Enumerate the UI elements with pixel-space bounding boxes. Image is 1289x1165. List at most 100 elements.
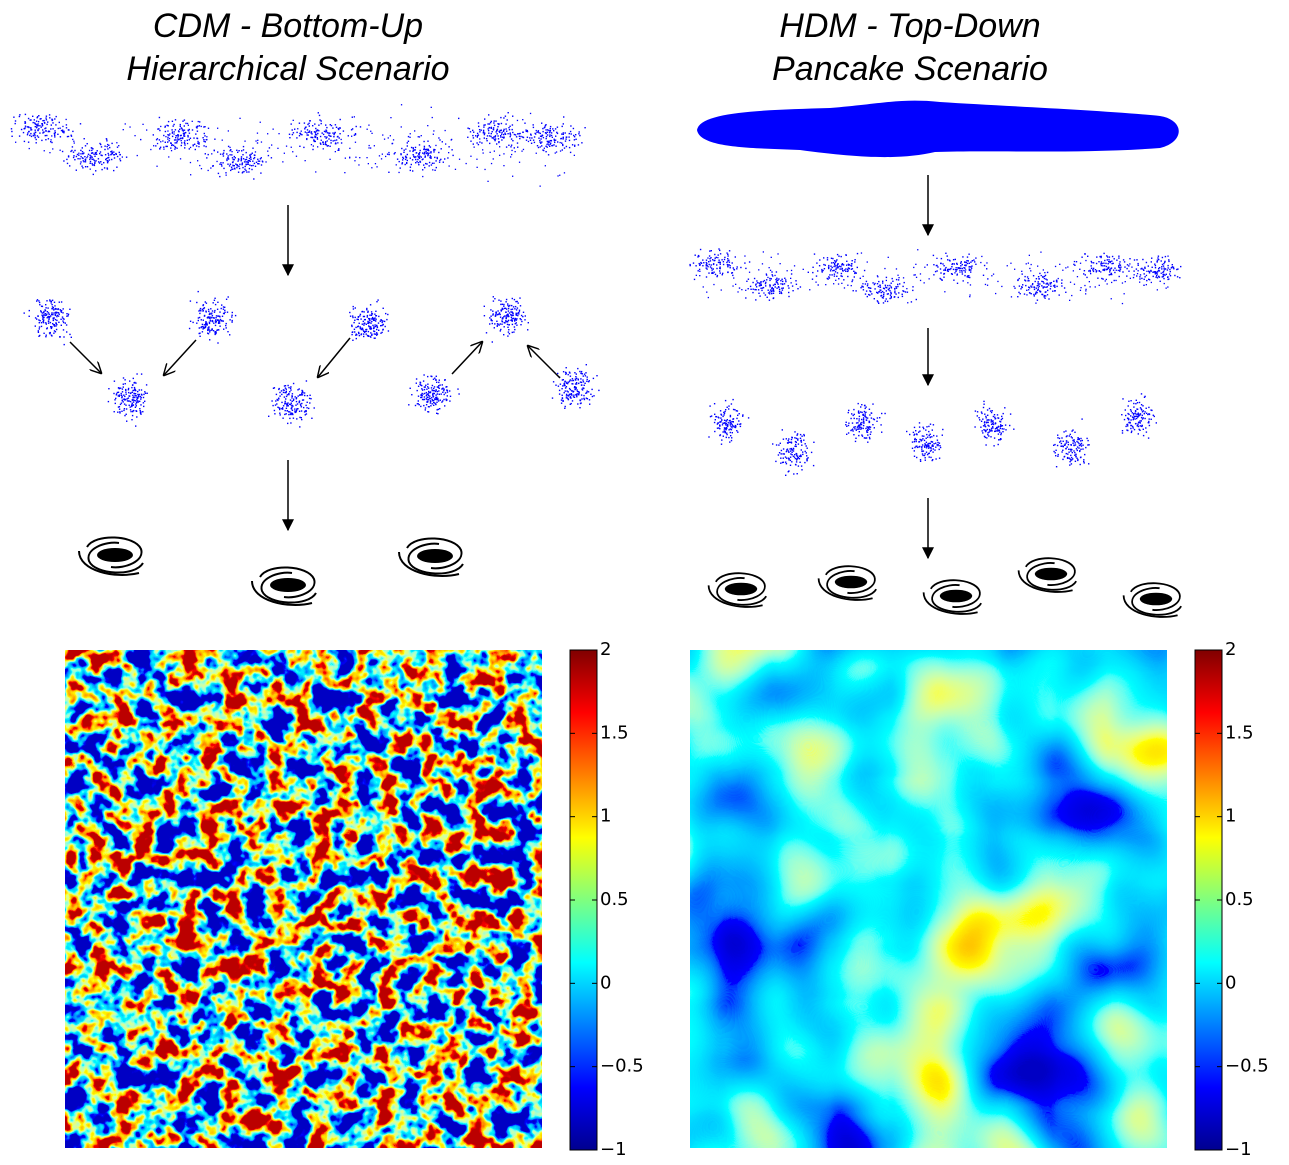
- particle: [830, 269, 831, 270]
- particle: [315, 137, 316, 138]
- particle: [765, 283, 766, 284]
- particle: [563, 134, 564, 135]
- particle: [66, 324, 67, 325]
- particle: [1122, 271, 1123, 272]
- particle: [1164, 283, 1165, 284]
- particle: [426, 398, 427, 399]
- particle: [123, 401, 124, 402]
- particle: [1070, 282, 1071, 283]
- particle: [181, 127, 182, 128]
- particle: [846, 261, 847, 262]
- particle: [886, 287, 887, 288]
- particle: [565, 138, 566, 139]
- particle: [929, 435, 930, 436]
- particle: [765, 294, 766, 295]
- particle: [1080, 440, 1081, 441]
- particle: [815, 282, 816, 283]
- particle: [1055, 452, 1056, 453]
- particle: [1070, 444, 1071, 445]
- particle: [504, 322, 505, 323]
- particle: [56, 324, 57, 325]
- particle: [312, 125, 313, 126]
- particle: [540, 186, 541, 187]
- particle: [59, 122, 60, 123]
- particle: [516, 319, 517, 320]
- particle: [173, 124, 174, 125]
- particle: [44, 309, 45, 310]
- particle: [172, 136, 173, 137]
- particle: [513, 315, 514, 316]
- particle: [425, 407, 426, 408]
- particle: [282, 408, 283, 409]
- particle: [1024, 293, 1025, 294]
- particle: [68, 136, 69, 137]
- particle: [719, 270, 720, 271]
- particle: [933, 435, 934, 436]
- particle: [434, 170, 435, 171]
- particle: [581, 384, 582, 385]
- particle: [355, 157, 356, 158]
- particle: [224, 312, 225, 313]
- particle: [34, 135, 35, 136]
- particle: [436, 376, 437, 377]
- particle: [303, 407, 304, 408]
- particle: [116, 394, 117, 395]
- particle: [1047, 283, 1048, 284]
- particle: [221, 165, 222, 166]
- particle: [547, 129, 548, 130]
- particle: [433, 379, 434, 380]
- particle: [107, 160, 108, 161]
- particle: [294, 410, 295, 411]
- particle: [313, 140, 314, 141]
- particle: [260, 122, 261, 123]
- particle: [538, 131, 539, 132]
- particle: [134, 388, 135, 389]
- particle: [226, 160, 227, 161]
- particle: [507, 119, 508, 120]
- particle: [1010, 263, 1011, 264]
- particle: [309, 398, 310, 399]
- particle: [35, 130, 36, 131]
- particle: [475, 135, 476, 136]
- particle: [423, 405, 424, 406]
- particle: [785, 456, 786, 457]
- particle: [196, 145, 197, 146]
- particle: [550, 126, 551, 127]
- particle: [227, 157, 228, 158]
- particle: [124, 379, 125, 380]
- particle: [1105, 263, 1106, 264]
- particle: [422, 169, 423, 170]
- particle: [155, 145, 156, 146]
- particle: [986, 417, 987, 418]
- particle: [902, 286, 903, 287]
- particle: [56, 312, 57, 313]
- particle: [914, 439, 915, 440]
- particle: [274, 413, 275, 414]
- particle: [1074, 455, 1075, 456]
- particle: [782, 462, 783, 463]
- particle: [507, 303, 508, 304]
- particle: [1084, 270, 1085, 271]
- particle: [748, 279, 749, 280]
- particle: [178, 131, 179, 132]
- particle: [837, 263, 838, 264]
- particle: [888, 257, 889, 258]
- particle: [206, 303, 207, 304]
- particle: [1071, 457, 1072, 458]
- particle: [88, 154, 89, 155]
- particle: [1156, 422, 1157, 423]
- particle: [494, 139, 495, 140]
- particle: [783, 448, 784, 449]
- particle-cloud: [408, 374, 460, 414]
- particle: [1144, 418, 1145, 419]
- particle: [1009, 425, 1010, 426]
- particle: [861, 252, 862, 253]
- particle: [562, 397, 563, 398]
- particle: [737, 291, 738, 292]
- particle: [791, 270, 792, 271]
- particle: [246, 159, 247, 160]
- particle: [472, 130, 473, 131]
- particle: [771, 293, 772, 294]
- particle: [953, 269, 954, 270]
- particle: [212, 320, 213, 321]
